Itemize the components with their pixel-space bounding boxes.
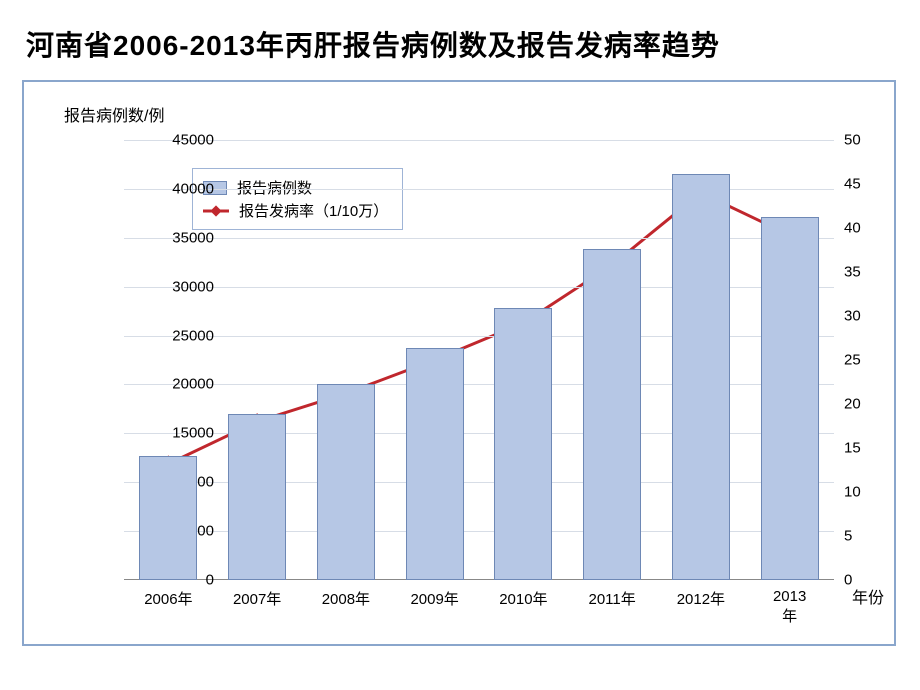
y1-tick-label: 45000 xyxy=(134,132,214,149)
bar xyxy=(228,414,286,580)
plot-area: 报告病例数 报告发病率（1/10万） 050001000015000200002… xyxy=(124,140,834,580)
y1-tick-label: 30000 xyxy=(134,278,214,295)
legend-label-line: 报告发病率（1/10万） xyxy=(239,200,388,221)
y2-tick-label: 30 xyxy=(844,308,884,325)
bar xyxy=(406,348,464,580)
x-tick-label: 2010年 xyxy=(499,588,547,609)
y2-tick-label: 20 xyxy=(844,396,884,413)
y2-tick-label: 45 xyxy=(844,176,884,193)
x-tick-label: 2011年 xyxy=(588,588,635,609)
page: 河南省2006-2013年丙肝报告病例数及报告发病率趋势 报告病例数/例 年份 … xyxy=(0,0,920,690)
bar xyxy=(317,384,375,580)
bar xyxy=(761,217,819,580)
y1-tick-label: 15000 xyxy=(134,425,214,442)
x-tick-label: 2006年 xyxy=(144,588,192,609)
bar xyxy=(494,308,552,580)
y2-tick-label: 25 xyxy=(844,352,884,369)
y1-tick-label: 25000 xyxy=(134,327,214,344)
bar xyxy=(139,456,197,580)
y1-tick-label: 20000 xyxy=(134,376,214,393)
bar xyxy=(583,249,641,581)
y2-tick-label: 50 xyxy=(844,132,884,149)
x-tick-label: 2007年 xyxy=(233,588,281,609)
y2-tick-label: 15 xyxy=(844,440,884,457)
y2-tick-label: 10 xyxy=(844,484,884,501)
diamond-marker-icon xyxy=(210,205,221,216)
chart-frame: 报告病例数/例 年份 报告病例数 报告发病率（1/10万） 0500010000… xyxy=(22,80,896,646)
y1-tick-label: 40000 xyxy=(134,180,214,197)
y2-tick-label: 5 xyxy=(844,528,884,545)
legend-row-bars: 报告病例数 xyxy=(203,177,388,198)
legend-row-line: 报告发病率（1/10万） xyxy=(203,200,388,221)
y2-tick-label: 0 xyxy=(844,572,884,589)
bar xyxy=(672,174,730,580)
y1-tick-label: 35000 xyxy=(134,229,214,246)
x-tick-label: 2013年 xyxy=(767,588,811,626)
grid-line xyxy=(124,140,834,141)
x-tick-label: 2009年 xyxy=(410,588,458,609)
legend-swatch-line xyxy=(203,205,229,217)
page-title: 河南省2006-2013年丙肝报告病例数及报告发病率趋势 xyxy=(26,24,898,64)
legend: 报告病例数 报告发病率（1/10万） xyxy=(192,168,403,230)
x-tick-label: 2012年 xyxy=(677,588,725,609)
legend-label-bars: 报告病例数 xyxy=(237,177,312,198)
y1-axis-title: 报告病例数/例 xyxy=(64,102,164,126)
y2-tick-label: 35 xyxy=(844,264,884,281)
x-tick-label: 2008年 xyxy=(322,588,370,609)
y2-tick-label: 40 xyxy=(844,220,884,237)
